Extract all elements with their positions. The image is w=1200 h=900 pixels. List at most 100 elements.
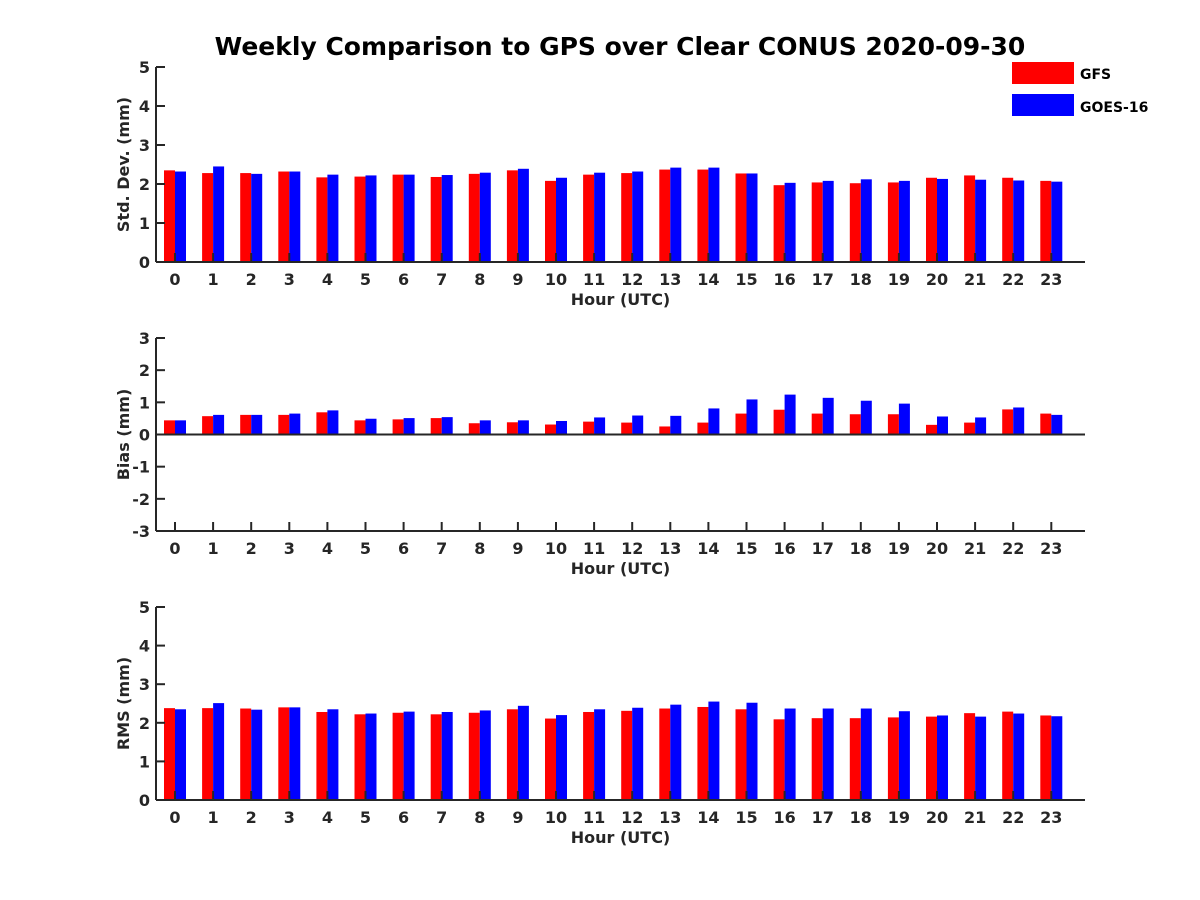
bar-std-dev-gfs-3 (278, 171, 290, 262)
y-axis-label: Std. Dev. (mm) (114, 97, 133, 232)
legend-swatch-gfs (1012, 62, 1074, 84)
y-tick-label: 4 (139, 97, 150, 116)
bar-bias-gfs-16 (773, 409, 785, 435)
bar-rms-gfs-6 (392, 712, 404, 800)
bar-rms-goes16-9 (517, 705, 529, 800)
x-tick-label: 18 (850, 808, 872, 827)
bar-bias-gfs-18 (849, 414, 861, 435)
y-tick-label: 0 (139, 253, 150, 272)
x-tick-label: 9 (512, 270, 523, 289)
bar-std-dev-goes16-15 (746, 173, 758, 262)
bar-rms-goes16-1 (213, 703, 225, 800)
bar-std-dev-gfs-10 (545, 180, 556, 262)
x-tick-label: 21 (964, 808, 986, 827)
x-tick-label: 2 (246, 808, 257, 827)
bar-rms-goes16-19 (898, 711, 910, 800)
bar-bias-goes16-11 (594, 417, 606, 435)
bar-rms-gfs-14 (697, 706, 709, 800)
x-tick-label: 1 (208, 270, 219, 289)
legend-label-goes16: GOES-16 (1080, 100, 1148, 116)
bar-rms-gfs-20 (926, 716, 937, 800)
bar-bias-goes16-14 (708, 408, 720, 435)
bar-std-dev-gfs-21 (964, 175, 976, 262)
x-tick-label: 23 (1040, 539, 1062, 558)
bar-std-dev-gfs-16 (773, 185, 785, 262)
y-tick-label: -2 (132, 490, 150, 509)
x-tick-label: 20 (926, 539, 948, 558)
bar-std-dev-gfs-4 (316, 177, 328, 262)
chart-title: Weekly Comparison to GPS over Clear CONU… (215, 32, 1026, 61)
bar-rms-goes16-4 (327, 709, 339, 800)
bar-std-dev-gfs-19 (887, 182, 899, 262)
bar-std-dev-gfs-20 (926, 177, 937, 262)
x-tick-label: 5 (360, 539, 371, 558)
bar-rms-goes16-3 (289, 707, 301, 800)
x-tick-label: 1 (208, 808, 219, 827)
x-tick-label: 4 (322, 539, 333, 558)
bar-rms-goes16-6 (403, 711, 415, 800)
y-axis-label: RMS (mm) (114, 657, 133, 750)
bar-std-dev-goes16-6 (403, 174, 415, 262)
bar-std-dev-goes16-3 (289, 171, 301, 262)
bar-std-dev-goes16-1 (213, 166, 225, 262)
bar-rms-goes16-8 (479, 710, 491, 800)
x-tick-label: 14 (697, 539, 719, 558)
y-tick-label: 2 (139, 361, 150, 380)
x-tick-label: 23 (1040, 270, 1062, 289)
y-tick-label: 5 (139, 598, 150, 617)
bar-rms-goes16-22 (1013, 713, 1025, 800)
bar-rms-goes16-20 (937, 715, 948, 800)
x-tick-label: 5 (360, 808, 371, 827)
legend-label-gfs: GFS (1080, 67, 1111, 83)
bar-bias-goes16-13 (670, 415, 682, 435)
x-tick-label: 15 (735, 808, 757, 827)
bar-rms-gfs-10 (545, 718, 556, 800)
bar-rms-gfs-16 (773, 719, 785, 800)
x-tick-label: 16 (773, 808, 795, 827)
bar-std-dev-gfs-2 (240, 173, 252, 262)
x-tick-label: 0 (169, 539, 180, 558)
bar-bias-gfs-23 (1040, 413, 1052, 435)
bar-rms-gfs-4 (316, 711, 328, 800)
bar-bias-goes16-9 (517, 420, 529, 435)
bar-std-dev-goes16-0 (175, 171, 186, 262)
x-tick-label: 9 (512, 808, 523, 827)
bar-bias-gfs-19 (887, 414, 899, 435)
y-tick-label: 2 (139, 714, 150, 733)
bar-std-dev-gfs-1 (202, 173, 214, 262)
bar-rms-goes16-12 (632, 707, 644, 800)
bar-rms-gfs-23 (1040, 715, 1052, 800)
bar-bias-goes16-21 (975, 417, 987, 435)
bar-bias-goes16-23 (1051, 414, 1063, 435)
bar-bias-goes16-0 (175, 420, 186, 435)
bar-std-dev-gfs-18 (849, 183, 861, 262)
x-tick-label: 6 (398, 270, 409, 289)
x-tick-label: 11 (583, 808, 605, 827)
bar-bias-gfs-21 (964, 422, 976, 435)
y-tick-label: 1 (139, 214, 150, 233)
x-tick-label: 2 (246, 270, 257, 289)
legend-swatch-goes16 (1012, 94, 1074, 116)
bar-std-dev-gfs-14 (697, 169, 709, 262)
bar-rms-gfs-15 (735, 709, 747, 800)
x-tick-label: 0 (169, 808, 180, 827)
bar-rms-gfs-9 (506, 709, 518, 800)
x-tick-label: 8 (474, 270, 485, 289)
bar-std-dev-goes16-7 (441, 175, 453, 262)
x-tick-label: 8 (474, 539, 485, 558)
bar-rms-gfs-7 (430, 714, 442, 800)
x-tick-label: 12 (621, 270, 643, 289)
bar-bias-gfs-12 (621, 422, 633, 435)
bar-bias-gfs-7 (430, 418, 442, 435)
y-tick-label: 2 (139, 175, 150, 194)
x-tick-label: 23 (1040, 808, 1062, 827)
bar-bias-goes16-5 (365, 418, 377, 435)
bar-std-dev-gfs-13 (659, 169, 671, 262)
bar-std-dev-goes16-11 (594, 172, 606, 262)
bar-rms-gfs-11 (583, 711, 595, 800)
bar-rms-gfs-12 (621, 710, 633, 800)
bar-rms-gfs-3 (278, 707, 290, 800)
bar-bias-goes16-22 (1013, 407, 1025, 435)
